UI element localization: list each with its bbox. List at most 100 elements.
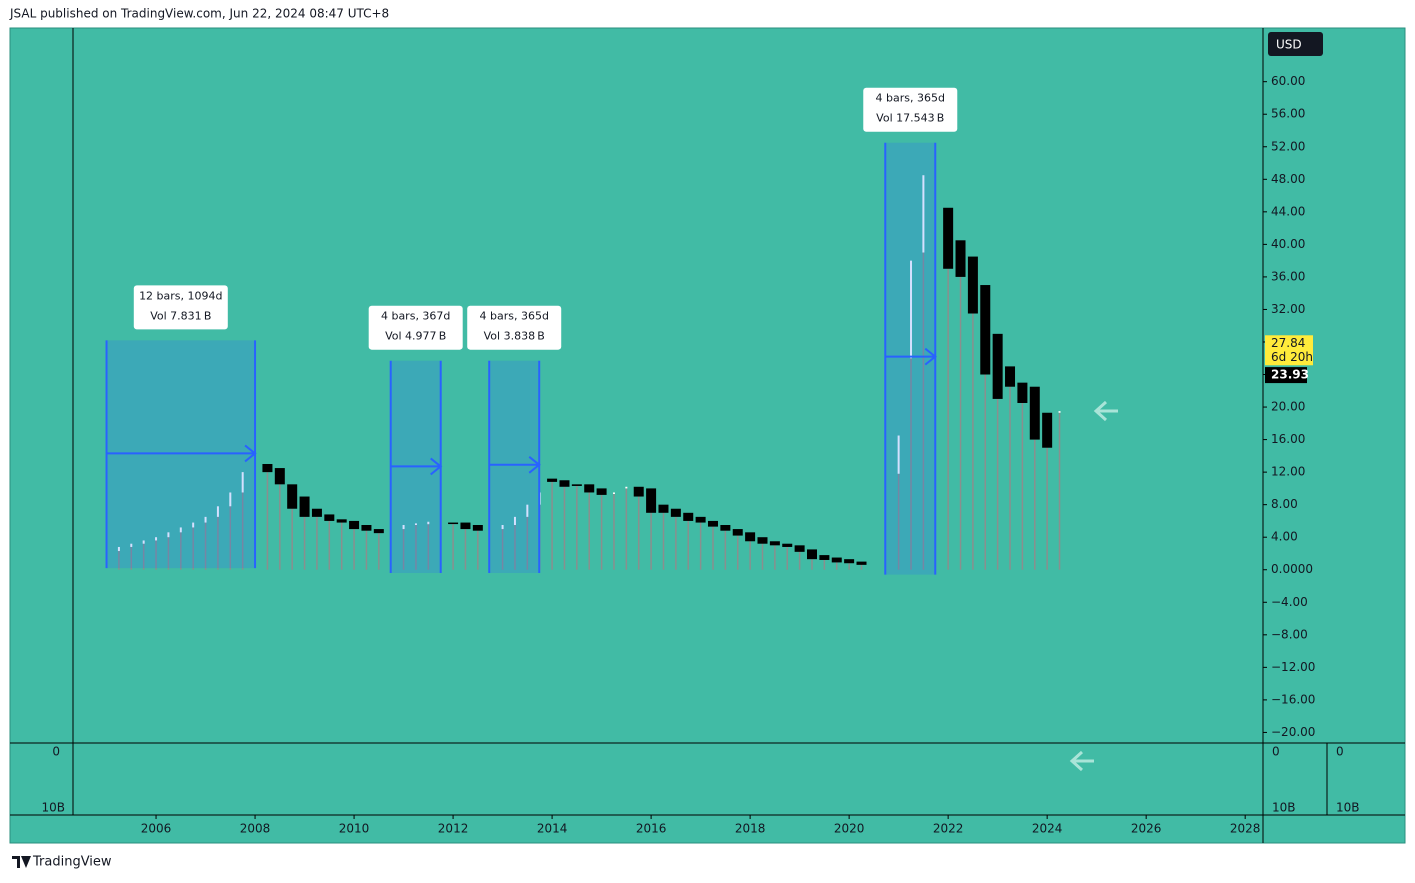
vol-top-r: 0 [1272, 745, 1280, 759]
candle-body [130, 543, 133, 547]
y-tick-label: −16.00 [1271, 692, 1315, 706]
vol-bottom-r2: 10B [1336, 801, 1360, 815]
range-label: 4 bars, 365d [479, 310, 548, 323]
y-tick-label: 32.00 [1271, 302, 1305, 316]
candle-body [448, 522, 459, 525]
y-tick-label: 52.00 [1271, 139, 1305, 153]
candle-body [229, 492, 232, 507]
x-tick-label: 2024 [1032, 822, 1063, 836]
candle-body [794, 545, 805, 552]
candle-body [897, 435, 900, 474]
y-tick-label: −8.00 [1271, 627, 1308, 641]
y-tick-label: −12.00 [1271, 660, 1315, 674]
tag-sub: 6d 20h [1271, 350, 1313, 364]
range-label: 4 bars, 365d [876, 92, 945, 105]
tag-label: 27.84 [1271, 336, 1305, 350]
x-tick-label: 2014 [537, 822, 568, 836]
candle-body [299, 496, 310, 517]
countdown-tag [1265, 335, 1313, 366]
range-label-bg [863, 87, 958, 132]
vol-top: 0 [52, 745, 60, 759]
candle-body [402, 525, 405, 530]
candle-body [571, 484, 582, 486]
candle-body [646, 488, 657, 513]
candle-body [992, 333, 1003, 399]
range-arrow [390, 457, 443, 476]
candle-body [216, 506, 219, 517]
x-tick-label: 2022 [933, 822, 964, 836]
candle-body [460, 522, 471, 530]
candle-body [658, 504, 669, 513]
y-tick-label: 56.00 [1271, 107, 1305, 121]
x-tick-label: 2010 [339, 822, 370, 836]
y-tick-label: 60.00 [1271, 74, 1305, 88]
scroll-arrow[interactable] [1093, 400, 1118, 422]
candle-body [179, 527, 182, 533]
candle-body [472, 525, 483, 531]
range-box [489, 360, 540, 573]
y-tick-label: 4.00 [1271, 530, 1298, 544]
candle-body [373, 529, 384, 534]
range-label: 4 bars, 367d [381, 310, 450, 323]
range-label: Vol 7.831 B [150, 309, 211, 322]
candle-body [695, 516, 706, 523]
y-tick-label: 0.0000 [1271, 562, 1313, 576]
tag-label: 23.93 [1271, 368, 1309, 382]
candle-body [683, 512, 694, 521]
candle-body [167, 532, 170, 538]
y-tick-label: 16.00 [1271, 432, 1305, 446]
candle-body [155, 537, 158, 541]
candle-body [980, 285, 991, 375]
y-tick-label: −20.00 [1271, 725, 1315, 739]
x-tick-label: 2028 [1230, 822, 1261, 836]
candle-body [547, 478, 558, 482]
candle-body [831, 557, 842, 563]
candle-body [526, 504, 529, 517]
range-arrow [106, 444, 257, 463]
candle-body [204, 516, 207, 523]
y-tick-label: 8.00 [1271, 497, 1298, 511]
candle-body [1042, 412, 1053, 448]
candle-body [1005, 366, 1016, 387]
x-tick-label: 2026 [1131, 822, 1162, 836]
y-tick-label: 44.00 [1271, 204, 1305, 218]
y-tick-label: 12.00 [1271, 465, 1305, 479]
currency-button[interactable] [1268, 32, 1323, 56]
price-tag [1265, 367, 1307, 384]
range-label: 12 bars, 1094d [139, 289, 222, 302]
candle-body [274, 468, 285, 485]
candle-body [117, 546, 120, 552]
candle-body [625, 486, 628, 489]
scroll-arrow-vol[interactable] [1069, 750, 1094, 772]
candle-body [414, 523, 417, 526]
candle-body [819, 555, 830, 560]
candle-body [1058, 411, 1061, 413]
y-tick-label: 48.00 [1271, 172, 1305, 186]
candle-body [967, 256, 978, 314]
vol-bottom-r: 10B [1272, 801, 1296, 815]
range-box [885, 142, 936, 575]
range-label-bg [467, 305, 562, 350]
candle-body [596, 488, 607, 495]
currency[interactable]: USD [1276, 38, 1302, 52]
candle-body [336, 519, 347, 523]
x-tick-label: 2020 [834, 822, 865, 836]
range-label: Vol 4.977 B [385, 330, 446, 343]
candle-body [262, 463, 273, 473]
candle-body [720, 525, 731, 531]
candle-body [349, 520, 360, 530]
candle-body [806, 549, 817, 560]
candle-body [670, 508, 681, 517]
range-arrow [489, 456, 541, 474]
x-tick-label: 2006 [141, 822, 172, 836]
x-tick-label: 2008 [240, 822, 271, 836]
candle-body [633, 486, 644, 497]
candle-body [192, 522, 195, 528]
candle-body [501, 525, 504, 530]
range-label-bg [133, 285, 228, 330]
candle-body [361, 525, 372, 531]
logo [12, 856, 31, 868]
candle-body [287, 484, 298, 509]
